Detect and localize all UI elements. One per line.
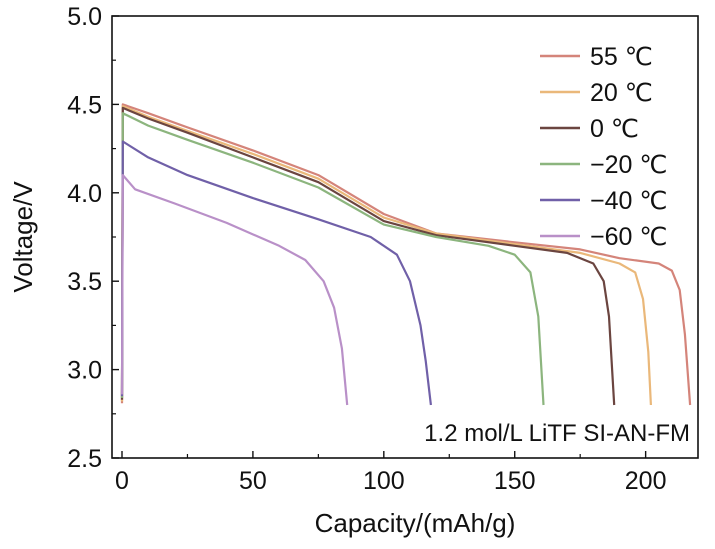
legend: 55 ℃ 20 ℃ 0 ℃ −20 ℃ −40 ℃ −60 ℃ (540, 43, 667, 251)
legend-label-4: −40 ℃ (590, 187, 667, 215)
series-line-1 (120, 105, 652, 406)
x-tick-label: 150 (494, 467, 536, 495)
y-tick-label: 3.0 (67, 357, 102, 385)
series-line-3 (120, 112, 545, 406)
y-tick-label: 4.0 (67, 180, 102, 208)
x-axis-title: Capacity/(mAh/g) (315, 508, 516, 538)
legend-label-5: −60 ℃ (590, 223, 667, 251)
x-tick-label: 200 (625, 467, 667, 495)
x-tick-label: 0 (115, 467, 129, 495)
x-tick-label: 100 (363, 467, 405, 495)
series-line-5 (120, 174, 349, 406)
legend-label-1: 20 ℃ (590, 79, 653, 107)
y-tick-label: 5.0 (67, 3, 102, 31)
legend-label-0: 55 ℃ (590, 43, 653, 71)
y-axis-title: Voltage/V (8, 181, 38, 293)
legend-label-3: −20 ℃ (590, 151, 667, 179)
y-tick-label: 3.5 (67, 268, 102, 296)
legend-label-2: 0 ℃ (590, 115, 639, 143)
annotation-label: 1.2 mol/L LiTF SI-AN-FM (424, 420, 690, 447)
series-lines (120, 103, 692, 406)
x-tick-label: 50 (239, 467, 267, 495)
series-line-4 (120, 140, 432, 406)
y-tick-label: 4.5 (67, 91, 102, 119)
series-line-0 (120, 103, 692, 406)
series-line-2 (120, 106, 616, 406)
axis-ticks: 0 50 100 150 200 2.5 3.0 3.5 4.0 4.5 5.0 (67, 3, 666, 495)
y-tick-label: 2.5 (67, 445, 102, 473)
